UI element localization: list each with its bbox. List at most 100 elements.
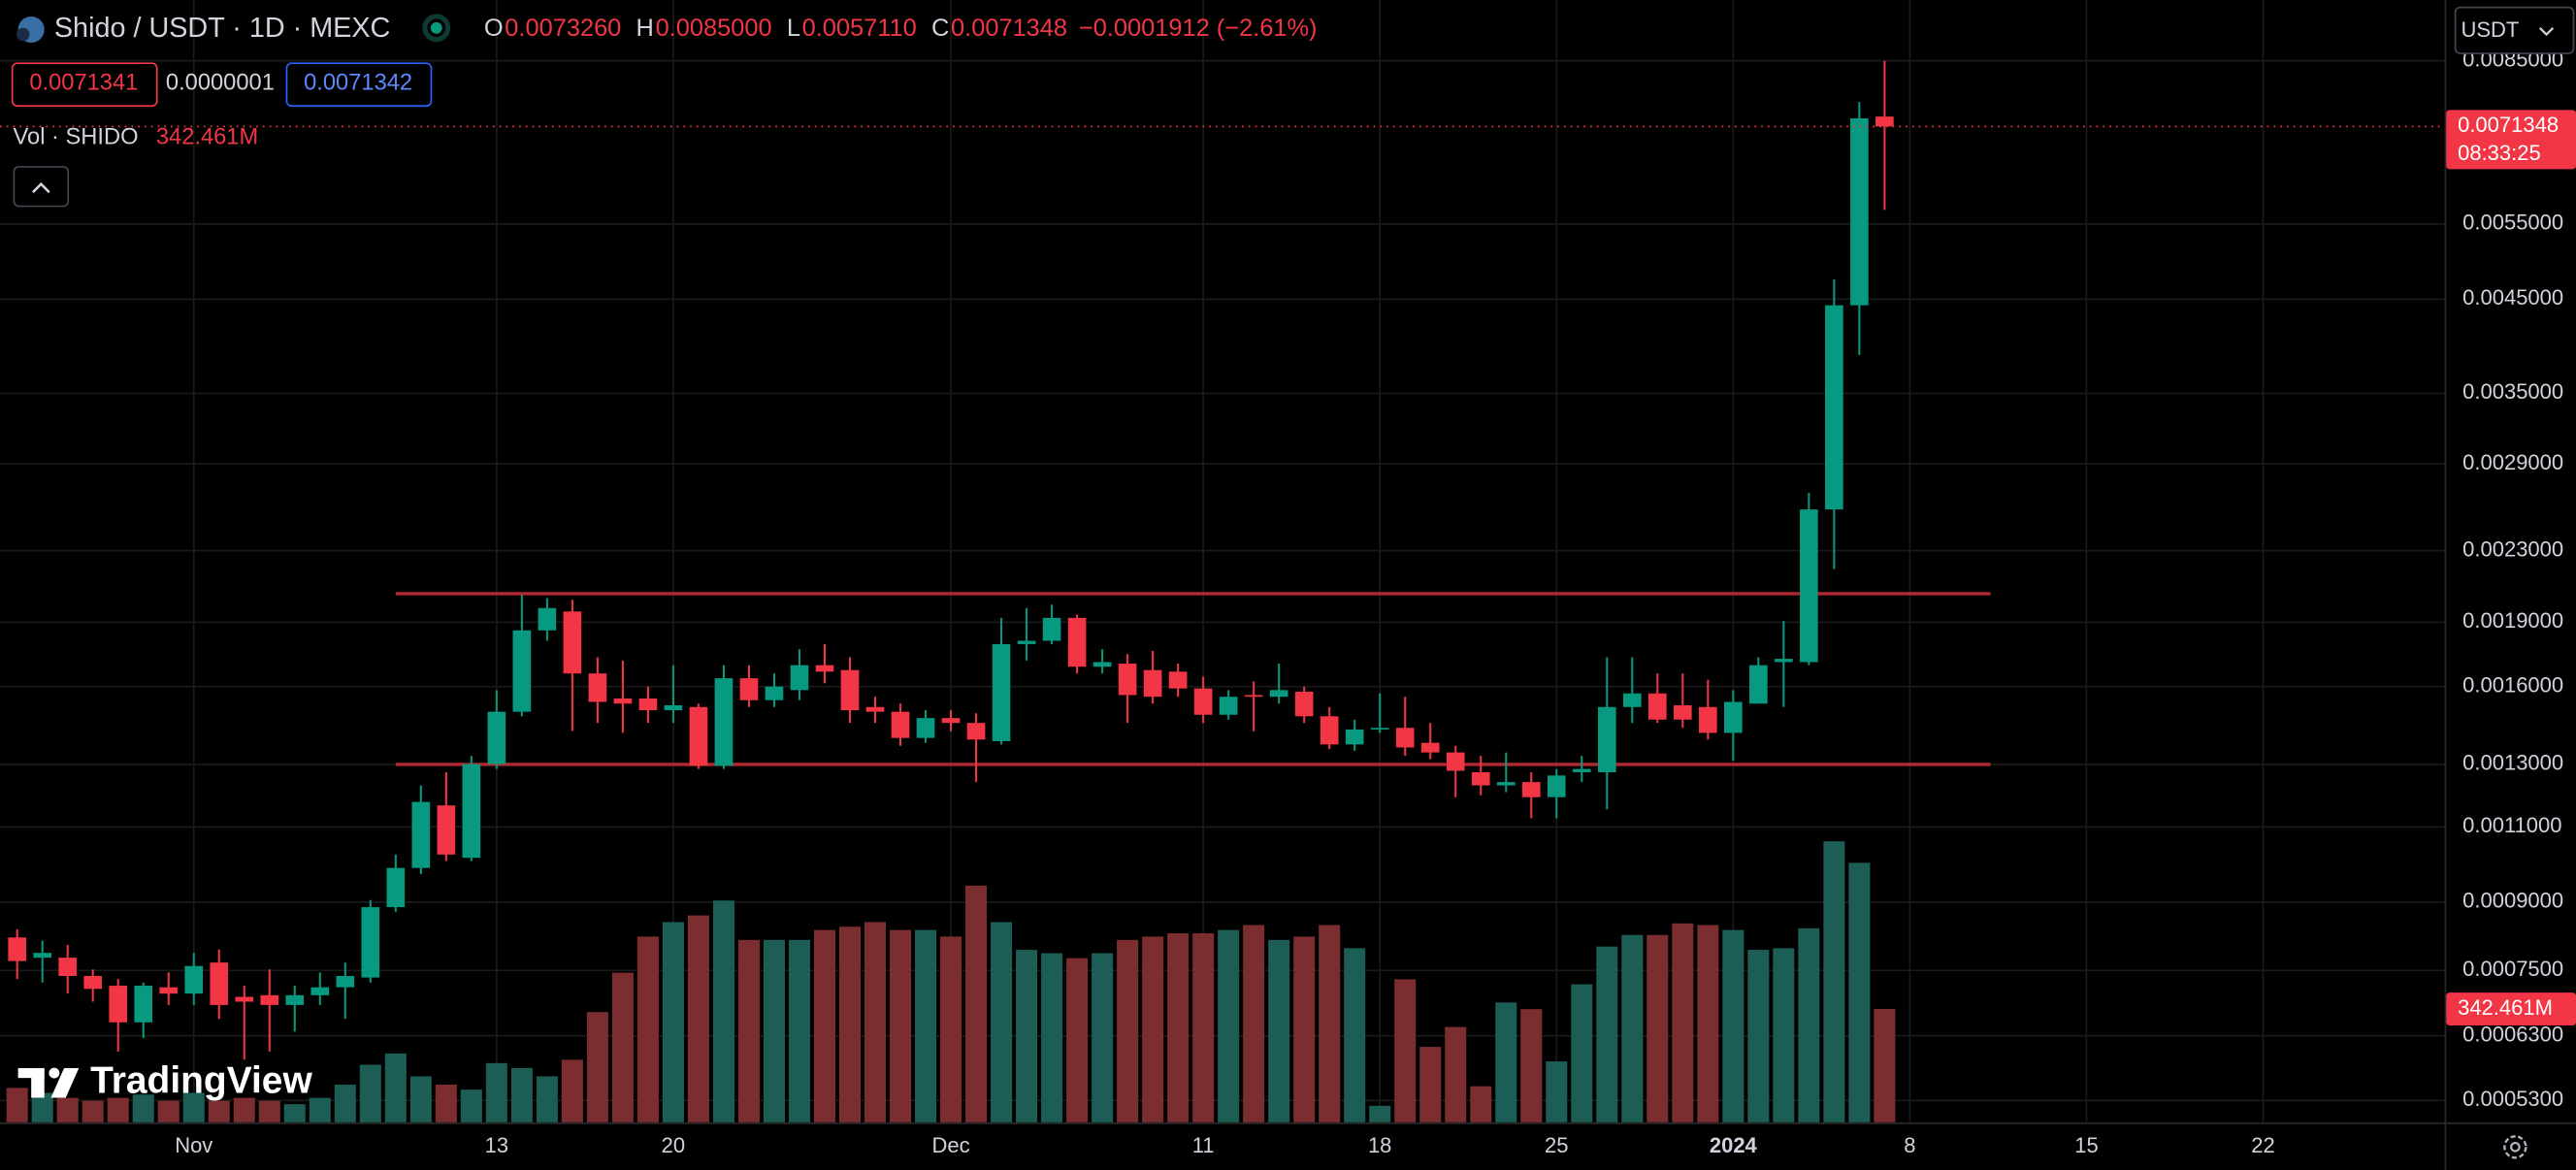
volume-bar xyxy=(1016,950,1038,1122)
x-tick-label: 18 xyxy=(1368,1133,1391,1157)
volume-bar xyxy=(283,1104,306,1122)
volume-bar xyxy=(334,1084,356,1122)
candle-body xyxy=(1168,671,1188,689)
x-tick-label: 13 xyxy=(485,1133,508,1157)
volume-bar xyxy=(1218,929,1240,1122)
candle-body xyxy=(1395,728,1415,748)
candle-body xyxy=(310,987,330,995)
y-tick-label: 0.0011000 xyxy=(2462,813,2561,837)
candle-body xyxy=(739,678,759,700)
candle-body xyxy=(941,718,961,724)
candle-body xyxy=(714,678,734,766)
volume-bar xyxy=(1596,946,1618,1122)
candle-body xyxy=(1496,782,1516,786)
currency-dropdown[interactable] xyxy=(2454,6,2575,54)
volume-bar xyxy=(687,915,709,1122)
legend-key: C xyxy=(931,15,949,42)
volume-bar xyxy=(1344,948,1366,1122)
candle-body xyxy=(1370,728,1389,730)
volume-bar xyxy=(536,1076,558,1122)
y-tick-label: 0.0006300 xyxy=(2462,1022,2563,1046)
sell-button[interactable] xyxy=(11,62,158,108)
volume-bar xyxy=(838,926,862,1122)
candle-body xyxy=(538,607,557,631)
candle-body xyxy=(966,723,986,740)
candle-body xyxy=(1294,692,1314,717)
legend-value: 0.0073260 xyxy=(505,15,621,42)
candle-body xyxy=(1420,742,1440,753)
volume-bar xyxy=(409,1076,432,1122)
volume-bar xyxy=(1747,950,1770,1122)
candle-body xyxy=(83,976,103,990)
collapse-button[interactable] xyxy=(13,166,70,208)
y-tick-label: 0.0009000 xyxy=(2462,889,2563,913)
candle-body xyxy=(1067,617,1087,667)
candle-body xyxy=(563,611,582,674)
candle-body xyxy=(1092,662,1112,667)
volume-bar xyxy=(864,922,887,1122)
legend-value: 0.0071348 xyxy=(951,15,1067,42)
candle-body xyxy=(210,962,229,1005)
candle-body xyxy=(1647,693,1667,720)
volume-bar xyxy=(6,1088,28,1122)
logo: TradingView xyxy=(17,1060,312,1102)
axes: Nov 13 20 Dec 11 18 25 2024 8 15 220.00850000.0055… xyxy=(175,48,2576,1157)
y-tick-label: 0.0007500 xyxy=(2462,957,2563,981)
candle-body xyxy=(1320,716,1339,745)
candle-body xyxy=(33,953,52,959)
candle-body xyxy=(1850,117,1869,306)
legend-key: L xyxy=(787,15,800,42)
settings-icon[interactable] xyxy=(2503,1135,2527,1159)
buy-price[interactable]: 0.0071342 xyxy=(304,71,412,96)
sell-price[interactable]: 0.0071341 xyxy=(29,71,138,96)
volume-bar xyxy=(132,1094,154,1122)
candle-body xyxy=(1597,706,1616,772)
volume-bar xyxy=(737,939,760,1122)
candle-body xyxy=(865,706,885,712)
candle-body xyxy=(1572,768,1591,772)
legend-key: H xyxy=(636,15,654,42)
volume-bar xyxy=(1445,1026,1467,1122)
candle-body xyxy=(638,698,658,711)
volume-badge xyxy=(2446,992,2576,1025)
volume-bar xyxy=(1798,927,1820,1122)
legend-value: 0.0057110 xyxy=(802,15,917,42)
volume-bar xyxy=(1495,1002,1517,1122)
symbol-title[interactable]: Shido / USDT · 1D · MEXC xyxy=(54,13,390,44)
candle-body xyxy=(386,867,406,908)
candle-body xyxy=(411,801,431,868)
volume-bar xyxy=(763,939,785,1122)
volume-bar xyxy=(1192,933,1215,1122)
volume-bar xyxy=(31,1092,53,1122)
candle-body xyxy=(790,665,809,691)
candle-body xyxy=(109,986,128,1023)
plot-area xyxy=(0,0,2445,1122)
volume-bar xyxy=(712,900,734,1122)
last-price-label: 0.0071348 xyxy=(2458,113,2559,137)
volume-bar xyxy=(1546,1061,1568,1122)
candle-body xyxy=(765,686,784,700)
candle-body xyxy=(235,996,254,1002)
candle-body xyxy=(1471,771,1490,786)
candle-body xyxy=(487,711,506,764)
x-tick-label: 11 xyxy=(1192,1133,1215,1157)
volume-bar xyxy=(662,922,684,1122)
y-tick-label: 0.0023000 xyxy=(2462,536,2563,561)
currency-label[interactable]: USDT xyxy=(2461,17,2519,42)
candle-body xyxy=(992,643,1011,741)
volume-bar xyxy=(1722,929,1745,1122)
countdown-label: 08:33:25 xyxy=(2458,141,2541,165)
volume-bar xyxy=(1773,948,1795,1122)
buy-button[interactable] xyxy=(285,62,433,108)
volume-bar xyxy=(1848,862,1871,1122)
candle-body xyxy=(1446,752,1465,771)
volume-bar xyxy=(636,936,659,1122)
y-tick-label: 0.0016000 xyxy=(2462,673,2563,698)
volume-title: Vol · SHIDO xyxy=(14,125,139,150)
volume-bar xyxy=(1520,1009,1543,1122)
volume-bar xyxy=(1268,939,1290,1122)
y-tick-label: 0.0019000 xyxy=(2462,608,2563,633)
candle-body xyxy=(1118,664,1137,696)
candle-body xyxy=(815,665,834,672)
